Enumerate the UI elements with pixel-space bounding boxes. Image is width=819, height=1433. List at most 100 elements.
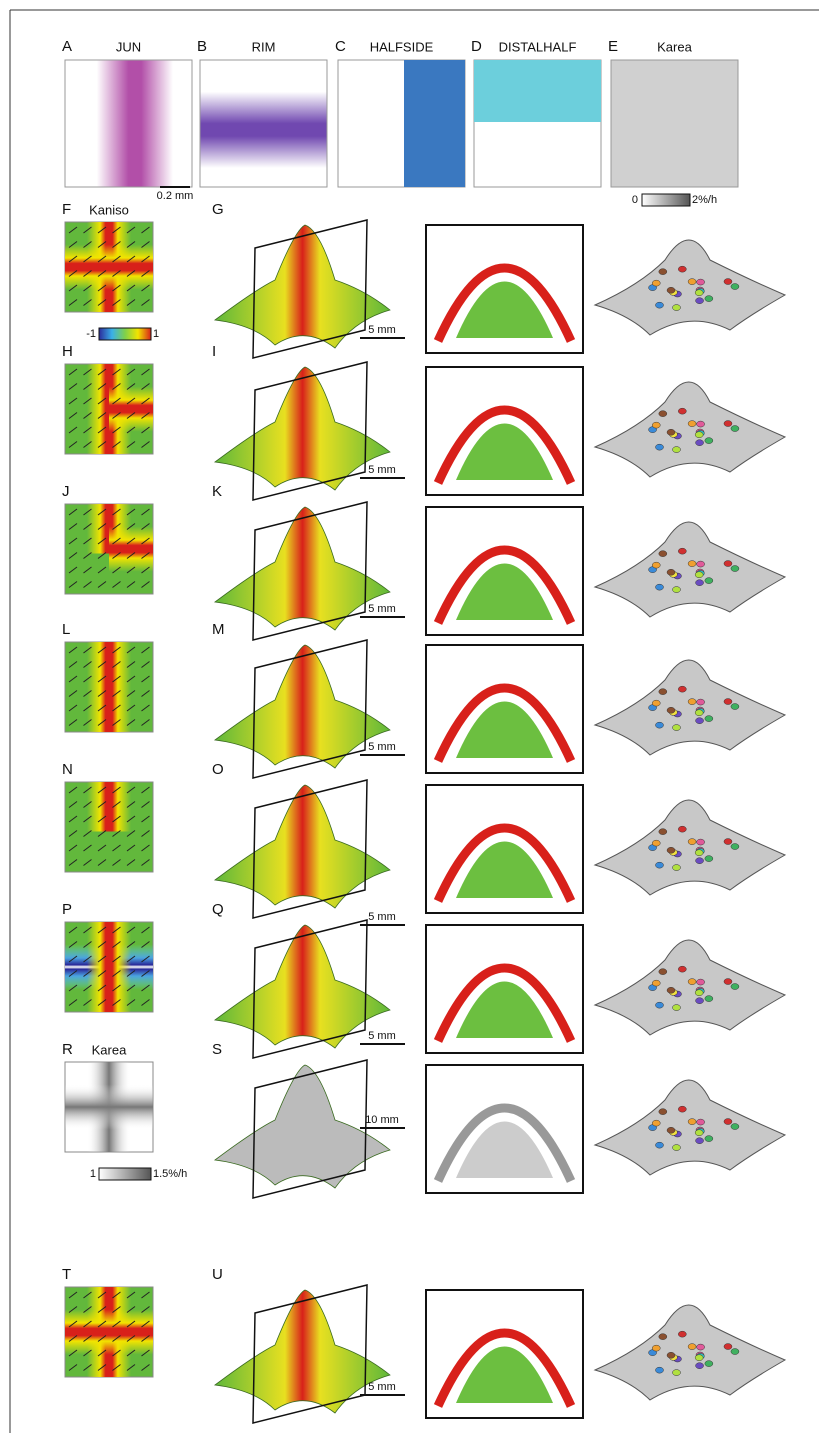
panel-letter: N xyxy=(62,761,73,778)
cell xyxy=(697,979,705,985)
cell xyxy=(696,1363,704,1369)
cell xyxy=(678,548,686,554)
cell xyxy=(652,422,660,428)
cell xyxy=(724,839,732,845)
scale-label: 5 mm xyxy=(368,1030,396,1042)
panel-letter: K xyxy=(212,483,222,500)
panel-letter: E xyxy=(608,38,618,55)
cell xyxy=(705,856,713,862)
cell xyxy=(697,1119,705,1125)
field-band xyxy=(87,642,131,732)
cell xyxy=(652,562,660,568)
panel-letter: D xyxy=(471,38,482,55)
panel-letter: B xyxy=(197,38,207,55)
panel-title: JUN xyxy=(116,39,141,54)
cell xyxy=(678,826,686,832)
cell xyxy=(731,1124,739,1130)
cell xyxy=(667,569,675,575)
field-band xyxy=(87,782,131,832)
cell xyxy=(652,1120,660,1126)
cell xyxy=(697,421,705,427)
cell xyxy=(678,1331,686,1337)
panel-letter: J xyxy=(62,483,70,500)
cell xyxy=(705,716,713,722)
cell xyxy=(731,844,739,850)
cell-surface xyxy=(595,1305,785,1400)
colorbar xyxy=(99,1168,151,1180)
panel-letter: M xyxy=(212,621,225,638)
cell xyxy=(667,847,675,853)
panel-bg xyxy=(65,60,192,187)
cell xyxy=(672,1370,680,1376)
cell xyxy=(705,1136,713,1142)
cell xyxy=(659,1109,667,1115)
cell xyxy=(655,722,663,728)
cell xyxy=(695,290,703,296)
panel-letter: Q xyxy=(212,901,224,918)
cell xyxy=(696,580,704,586)
panel-letter: G xyxy=(212,201,224,218)
cell xyxy=(695,1355,703,1361)
panel-letter: I xyxy=(212,343,216,360)
cell xyxy=(705,296,713,302)
panel-letter: A xyxy=(62,38,72,55)
cell xyxy=(672,725,680,731)
cell xyxy=(731,426,739,432)
cell xyxy=(659,551,667,557)
cell xyxy=(667,987,675,993)
field-band xyxy=(109,527,153,572)
field-band xyxy=(65,245,153,290)
cell xyxy=(652,1345,660,1351)
cell xyxy=(731,284,739,290)
colorbar-min: -1 xyxy=(86,328,96,340)
cell xyxy=(695,1130,703,1136)
cell xyxy=(731,566,739,572)
cell xyxy=(678,408,686,414)
cell xyxy=(688,561,696,567)
cell xyxy=(688,1119,696,1125)
panel-title: RIM xyxy=(252,39,276,54)
cell xyxy=(667,1352,675,1358)
cell xyxy=(655,1002,663,1008)
panel-letter: S xyxy=(212,1041,222,1058)
cell xyxy=(724,979,732,985)
cell xyxy=(659,269,667,275)
cell xyxy=(678,686,686,692)
colorbar-max: 1 xyxy=(153,328,159,340)
cell xyxy=(667,707,675,713)
cell xyxy=(697,561,705,567)
cell xyxy=(659,1334,667,1340)
cell xyxy=(724,279,732,285)
cell xyxy=(696,858,704,864)
panel-letter: H xyxy=(62,343,73,360)
cell xyxy=(724,561,732,567)
cell xyxy=(655,584,663,590)
cell xyxy=(696,998,704,1004)
panel-title: HALFSIDE xyxy=(370,39,434,54)
cell xyxy=(655,444,663,450)
cell xyxy=(672,1005,680,1011)
cell xyxy=(724,699,732,705)
cell xyxy=(655,1142,663,1148)
cell-surface xyxy=(595,240,785,335)
cell xyxy=(659,689,667,695)
colorbar xyxy=(99,328,151,340)
cell xyxy=(655,302,663,308)
panel-letter: R xyxy=(62,1041,73,1058)
panel-title: Kaniso xyxy=(89,202,129,217)
half-fill xyxy=(474,60,601,122)
cell xyxy=(724,421,732,427)
cell xyxy=(655,862,663,868)
field-band xyxy=(109,387,153,432)
cell xyxy=(688,421,696,427)
cell xyxy=(695,850,703,856)
scale-label: 5 mm xyxy=(368,324,396,336)
cell xyxy=(659,411,667,417)
cell xyxy=(695,432,703,438)
cell xyxy=(731,704,739,710)
scale-label: 5 mm xyxy=(368,1381,396,1393)
scale-label: 5 mm xyxy=(368,464,396,476)
colorbar-min: 0 xyxy=(632,194,638,206)
cell xyxy=(731,1349,739,1355)
colorbar-max: 1.5%/h xyxy=(153,1168,187,1180)
